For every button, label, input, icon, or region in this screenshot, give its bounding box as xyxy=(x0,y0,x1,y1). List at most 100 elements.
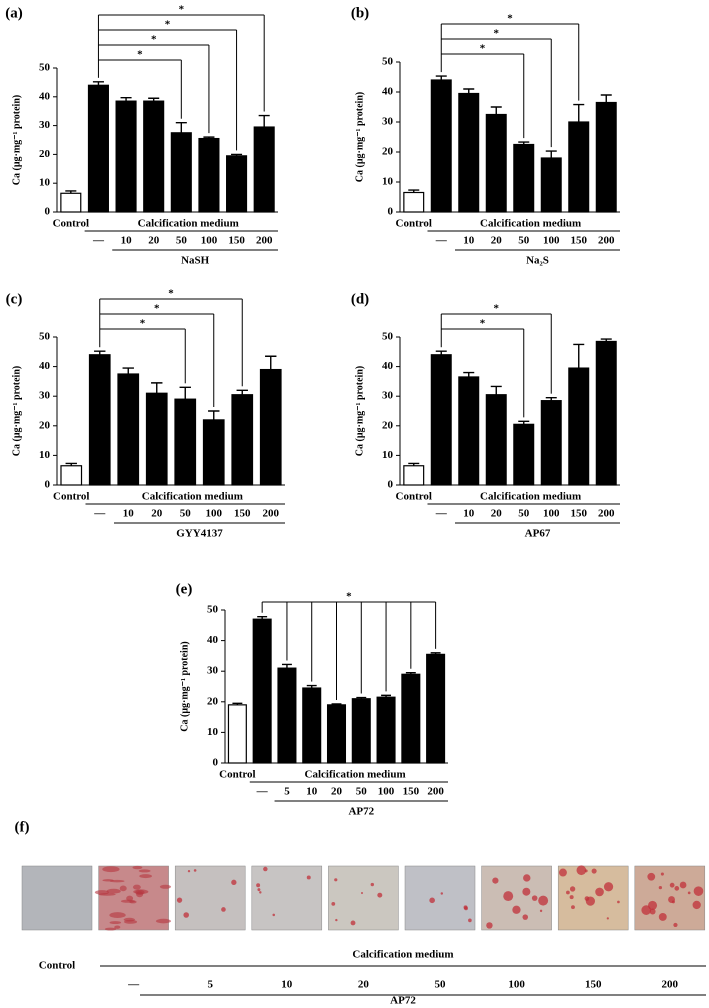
bar xyxy=(202,419,225,486)
stain xyxy=(109,879,125,883)
stain xyxy=(523,874,531,882)
x-tick-label: 200 xyxy=(427,786,444,798)
error-bar xyxy=(545,396,557,401)
stain xyxy=(231,879,237,885)
x-tick-label: 20 xyxy=(331,786,343,798)
dose-label: 200 xyxy=(662,979,679,991)
stain xyxy=(124,919,138,924)
error-bar xyxy=(518,141,530,145)
error-bar xyxy=(408,189,420,193)
group-label: Calcification medium xyxy=(352,949,453,961)
stain xyxy=(569,895,574,900)
x-tick-label: 100 xyxy=(543,235,560,247)
stain xyxy=(360,892,364,895)
panel-label: (e) xyxy=(176,581,193,597)
error-bar xyxy=(65,462,77,466)
bar xyxy=(430,79,452,213)
error-bar xyxy=(463,88,475,94)
bar xyxy=(60,192,82,213)
stain xyxy=(571,905,575,910)
y-tick-label: 30 xyxy=(207,665,219,677)
stain xyxy=(569,886,576,892)
stain xyxy=(335,918,338,922)
stain xyxy=(119,885,127,892)
y-tick-label: 0 xyxy=(45,206,51,218)
stain xyxy=(673,922,678,928)
bar xyxy=(568,121,590,213)
stain xyxy=(693,886,704,896)
stain xyxy=(658,885,663,890)
treatment-label: Na₂S xyxy=(526,255,549,267)
stain xyxy=(350,920,356,926)
x-tick-label: 10 xyxy=(463,235,475,247)
y-tick-label: 10 xyxy=(382,449,394,461)
stain xyxy=(136,891,144,898)
dose-label: 100 xyxy=(508,979,525,991)
error-bar xyxy=(435,75,447,80)
x-tick-label: 150 xyxy=(234,508,251,520)
bar xyxy=(117,373,140,486)
stain xyxy=(468,918,472,923)
bar xyxy=(302,687,322,764)
stain xyxy=(512,905,521,914)
stain xyxy=(176,897,183,903)
group-label: Calcification medium xyxy=(480,218,581,230)
bar xyxy=(198,137,220,213)
bar xyxy=(376,696,396,764)
stain xyxy=(603,882,614,892)
stain xyxy=(120,899,135,903)
micrograph xyxy=(21,865,93,931)
y-axis-label: Ca (μg·mg⁻¹ protein) xyxy=(179,641,190,731)
x-tick-label: 150 xyxy=(228,235,245,247)
stain xyxy=(159,884,172,889)
error-bar xyxy=(122,367,134,374)
error-bar xyxy=(430,652,441,655)
x-tick-label: 100 xyxy=(378,786,395,798)
y-axis-label: Ca (μg·mg⁻¹ protein) xyxy=(11,366,22,456)
stain xyxy=(641,905,652,915)
error-bar xyxy=(381,694,392,698)
x-tick-label: 10 xyxy=(463,508,475,520)
y-tick-label: 50 xyxy=(207,604,219,616)
bar xyxy=(115,100,137,213)
stain xyxy=(183,912,189,918)
error-bar xyxy=(573,343,585,369)
bar xyxy=(458,376,480,486)
x-tick-label: Control xyxy=(53,218,89,230)
bar xyxy=(88,354,111,486)
x-tick-label: 20 xyxy=(148,235,160,247)
bar xyxy=(174,398,197,486)
stain xyxy=(429,897,435,904)
stain xyxy=(263,866,268,872)
x-tick-label: — xyxy=(256,786,269,798)
error-bar xyxy=(435,350,447,355)
dose-label: 150 xyxy=(585,979,602,991)
x-tick-label: 100 xyxy=(543,508,560,520)
error-bar xyxy=(463,371,475,377)
y-tick-label: 20 xyxy=(207,695,219,707)
bar xyxy=(326,704,347,764)
stain xyxy=(440,892,444,895)
error-bar xyxy=(545,150,557,158)
treatment-label: AP72 xyxy=(390,995,416,1007)
bar xyxy=(401,673,421,764)
bar xyxy=(595,101,617,213)
bar xyxy=(351,698,371,764)
x-tick-label: Control xyxy=(396,491,432,503)
x-tick-label: 200 xyxy=(598,235,615,247)
error-bar xyxy=(179,386,191,400)
error-bar xyxy=(258,114,270,128)
stain xyxy=(558,868,567,877)
y-tick-label: 0 xyxy=(45,479,51,491)
stain xyxy=(139,874,152,879)
group-label: Calcification medium xyxy=(138,218,239,230)
error-bar xyxy=(265,355,277,370)
bar xyxy=(595,340,617,486)
bar xyxy=(87,84,109,213)
y-tick-label: 40 xyxy=(382,360,394,372)
bar xyxy=(252,618,272,764)
stain xyxy=(679,881,687,889)
stain xyxy=(193,869,197,872)
error-bar xyxy=(331,703,342,705)
stain xyxy=(259,891,262,894)
